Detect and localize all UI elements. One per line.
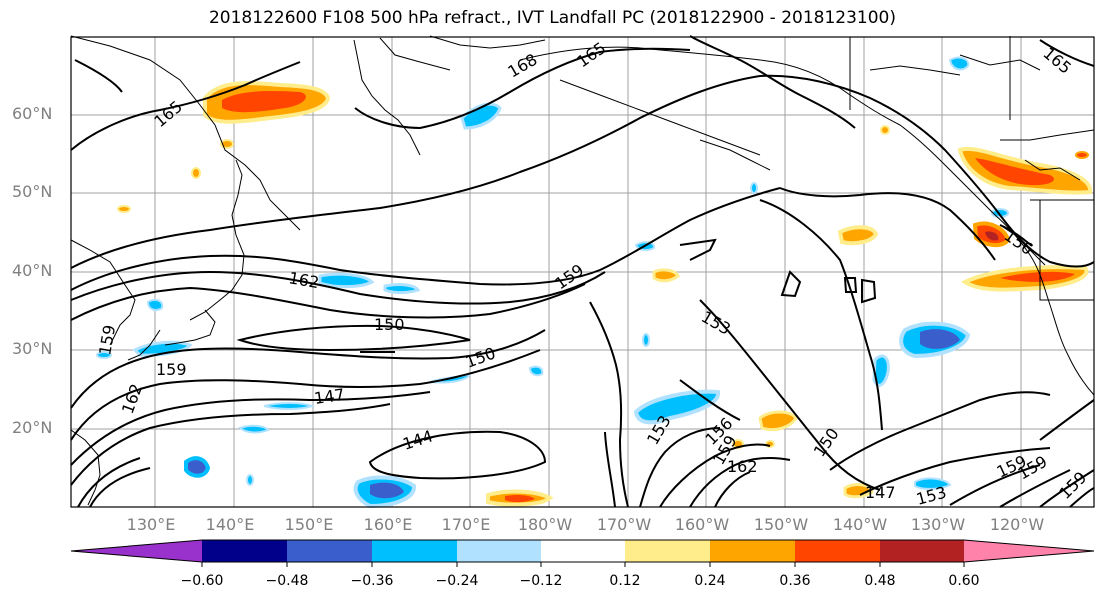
lon-label: 160°W [674,515,730,534]
contour-label: 150 [374,315,405,334]
negative-anomaly-shading [96,56,1009,509]
lon-label: 170°W [596,515,652,534]
colorbar-swatch [625,540,710,562]
lat-label: 20°N [12,418,53,437]
colorbar-swatch [795,540,880,562]
map-frame [70,36,1095,508]
contour-label: 147 [865,483,896,502]
colorbar-tick-label: −0.60 [180,573,224,589]
positive-anomaly-shading [117,81,1093,507]
map-title: 2018122600 F108 500 hPa refract., IVT La… [208,8,896,28]
lon-label: 130°W [910,515,966,534]
colorbar-tick-label: 0.48 [864,573,896,589]
lon-label: 140°E [205,515,255,534]
contour-label: 159 [156,360,187,379]
colorbar-tick-label: 0.60 [948,573,980,589]
colorbar-extend-high [964,540,1094,562]
colorbar-swatch [202,540,287,562]
lat-label: 40°N [12,261,53,280]
lon-label: 180°W [517,515,573,534]
colorbar [70,539,1095,567]
colorbar-tick-label: −0.24 [435,573,479,589]
colorbar-swatch [457,540,541,562]
colorbar-swatch [287,540,372,562]
colorbar-extend-low [71,540,202,562]
colorbar-tick-label: −0.12 [519,573,563,589]
coastlines [70,35,1095,506]
colorbar-tick-label: 0.24 [694,573,726,589]
refractivity-contours [70,35,1095,508]
colorbar-tick-label: −0.36 [350,573,394,589]
lon-label: 120°W [989,515,1045,534]
lon-label: 150°W [753,515,809,534]
colorbar-tick-label: 0.36 [779,573,811,589]
colorbar-swatch [880,540,964,562]
lat-label: 30°N [12,339,53,358]
colorbar-swatch [372,540,457,562]
lon-label: 140°W [832,515,888,534]
colorbar-tick-label: 0.12 [609,573,641,589]
lon-label: 130°E [126,515,176,534]
political-borders [849,36,1095,301]
lon-label: 160°E [363,515,413,534]
contour-label: 162 [727,457,758,476]
colorbar-swatch [541,540,625,562]
lat-label: 50°N [12,182,53,201]
contour-label: 147 [313,385,346,408]
lon-label: 150°E [284,515,334,534]
lat-label: 60°N [12,104,53,123]
colorbar-swatch [710,540,795,562]
lon-label: 170°E [441,515,491,534]
colorbar-tick-label: −0.48 [265,573,309,589]
